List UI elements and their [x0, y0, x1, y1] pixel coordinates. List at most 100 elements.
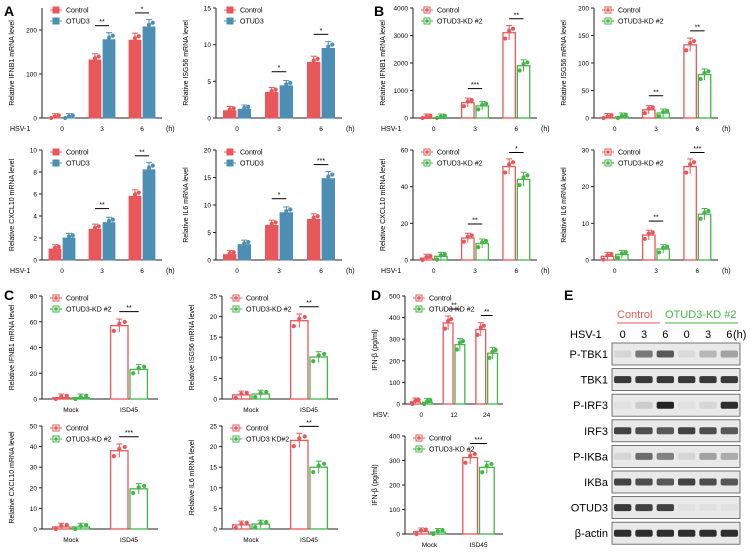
data-point — [322, 182, 327, 187]
data-point — [503, 170, 508, 175]
data-point — [449, 316, 454, 322]
blot-band — [614, 478, 632, 486]
data-point — [244, 520, 249, 525]
panel-label-e: E — [564, 287, 573, 303]
data-point — [64, 393, 69, 398]
significance-label: ** — [484, 309, 490, 316]
y-tick-label: 0 — [585, 116, 589, 123]
x-tick-label: 3 — [277, 126, 281, 133]
blot-band — [699, 376, 717, 384]
significance-label: ** — [306, 300, 312, 307]
legend-label: OTUD3 — [240, 19, 264, 26]
data-point — [288, 207, 293, 212]
legend-label: Control — [66, 8, 89, 15]
data-point — [454, 347, 459, 352]
legend-label: OTUD3-KD #2 — [66, 307, 112, 314]
x-tick-label: ISD45 — [120, 537, 138, 544]
data-point — [684, 170, 689, 175]
y-tick-label: 15 — [210, 335, 218, 342]
data-point — [476, 107, 481, 112]
data-point — [657, 114, 662, 119]
data-point — [480, 102, 485, 107]
data-point — [442, 113, 447, 118]
bar — [109, 450, 129, 530]
blot-band — [656, 350, 674, 358]
legend-label: OTUD3-KD #2 — [437, 19, 483, 26]
data-point — [428, 113, 433, 118]
y-tick-label: 100 — [26, 72, 37, 79]
data-point — [698, 216, 703, 221]
data-point — [476, 245, 481, 250]
bar — [128, 195, 142, 261]
legend-label: Control — [66, 426, 89, 433]
x-tick-label: 6 — [319, 126, 323, 133]
data-point — [52, 245, 58, 250]
y-tick-label: 0 — [207, 258, 211, 265]
y-axis-title: Relative IFNB1 mRNA level — [380, 20, 387, 106]
significance-label: * — [320, 28, 323, 35]
blot-band — [614, 529, 632, 537]
blot-band — [635, 376, 653, 384]
blot-band — [635, 529, 653, 537]
data-point — [484, 238, 489, 244]
legend-marker — [417, 307, 421, 311]
data-point — [73, 396, 78, 402]
data-point — [517, 182, 522, 188]
data-point — [609, 113, 614, 118]
x-tick-label: Mock — [63, 537, 79, 544]
blot-band — [614, 504, 632, 512]
x-tick-label: 0 — [60, 126, 64, 133]
blot-band — [635, 478, 653, 486]
data-point — [423, 527, 428, 532]
data-point — [463, 460, 468, 465]
bar — [462, 456, 479, 535]
chart-a2: 0 5 10 15 Relative ISG56 mRNA level 0 3 6 * * (h) C… — [183, 6, 355, 134]
y-tick-label: 15 — [204, 6, 212, 13]
x-tick-label: 0 — [235, 126, 239, 133]
bar — [487, 352, 499, 405]
data-point — [438, 114, 443, 119]
data-point — [424, 114, 429, 119]
x-tick-label: 6 — [140, 268, 144, 275]
y-tick-label: 150 — [578, 33, 589, 40]
data-point — [322, 351, 327, 357]
data-point — [106, 219, 112, 224]
data-point — [269, 88, 274, 94]
data-point — [264, 519, 269, 525]
x-tick-label: 6 — [140, 126, 144, 133]
legend-label: OTUD3 KD#2 — [246, 437, 289, 444]
legend-label: OTUD3 — [240, 161, 264, 168]
data-point — [490, 349, 495, 354]
x-tick-label: 3 — [473, 126, 477, 133]
data-point — [428, 253, 433, 259]
bar — [697, 213, 712, 261]
y-tick-label: 30 — [582, 148, 590, 155]
x-tick-label: 0 — [432, 268, 436, 275]
data-point — [615, 255, 621, 260]
data-point — [49, 250, 54, 255]
legend-label: Control — [66, 150, 89, 157]
blot-band-label: P-IRF3 — [573, 400, 608, 412]
legend-label: OTUD3-KD #2 — [246, 307, 292, 314]
data-point — [468, 453, 473, 458]
legend-marker — [54, 296, 58, 300]
blot-lane-label: 0 — [620, 329, 626, 341]
x-tick-label: 0 — [613, 126, 617, 133]
data-point — [56, 113, 61, 118]
data-point — [661, 109, 666, 115]
legend-label: Control — [246, 426, 269, 433]
bar — [142, 169, 156, 261]
data-point — [129, 199, 134, 204]
y-axis-title: IFN-β (pg/ml) — [372, 464, 379, 505]
legend-label: Control — [240, 150, 263, 157]
y-tick-label: 400 — [389, 315, 400, 322]
data-point — [414, 531, 419, 537]
data-point — [150, 163, 155, 168]
chart-c2: 0 5 10 15 20 25 Relative ISG56 mRNA level Mock I… — [189, 294, 338, 414]
data-point — [440, 527, 445, 533]
blot-strip — [611, 496, 741, 520]
blot-band — [614, 376, 632, 384]
x-axis-unit: (h) — [346, 126, 355, 133]
